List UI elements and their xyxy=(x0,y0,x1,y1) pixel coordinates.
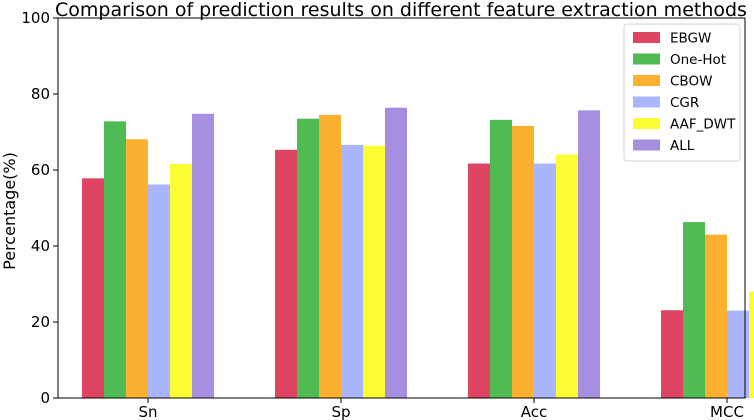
legend-swatch-one-hot xyxy=(633,53,660,65)
bar-all-sn xyxy=(192,113,214,398)
x-tick-label: MCC xyxy=(710,403,744,420)
y-tick-label: 100 xyxy=(21,9,50,27)
legend-label-one-hot: One-Hot xyxy=(670,52,726,68)
y-tick-label: 40 xyxy=(31,237,50,255)
x-axis-ticks: Sn Sp Acc MCC xyxy=(138,398,744,420)
x-tick-label: Sn xyxy=(138,403,157,420)
bar-cgr-acc xyxy=(534,163,556,398)
legend-label-aaf-dwt: AAF_DWT xyxy=(670,117,736,133)
bar-one-hot-mcc xyxy=(683,222,705,398)
legend: EBGW One-Hot CBOW CGR AAF_DWT ALL xyxy=(623,23,741,162)
bar-one-hot-sn xyxy=(104,121,126,399)
x-tick-label: Sp xyxy=(331,403,350,420)
legend-swatch-cbow xyxy=(633,75,660,86)
y-axis-label: Percentage(%) xyxy=(0,152,19,270)
y-tick-label: 60 xyxy=(31,161,50,179)
bar-ebgw-sp xyxy=(275,149,297,398)
x-tick-label: Acc xyxy=(521,403,548,420)
bar-cbow-sn xyxy=(126,139,148,398)
bar-aaf-dwt-sn xyxy=(170,163,192,398)
bar-cgr-sp xyxy=(341,144,363,398)
bar-cbow-sp xyxy=(319,114,341,399)
bar-aaf-dwt-sp xyxy=(363,145,385,398)
y-tick-label: 80 xyxy=(31,85,50,103)
bar-cgr-sn xyxy=(148,184,170,398)
bar-cbow-acc xyxy=(512,125,534,399)
bar-cgr-mcc xyxy=(727,310,749,398)
bar-all-sp xyxy=(385,107,407,399)
y-tick-label: 20 xyxy=(31,313,50,331)
bars-group xyxy=(82,107,754,399)
plot-border xyxy=(57,17,746,399)
y-axis-ticks: 0 20 40 60 80 100 xyxy=(21,9,58,407)
chart-title: Comparison of prediction results on diff… xyxy=(55,0,747,21)
legend-label-all: ALL xyxy=(670,138,695,154)
legend-swatch-ebgw xyxy=(633,32,660,43)
bar-cbow-mcc xyxy=(705,234,727,398)
bar-one-hot-acc xyxy=(490,119,512,398)
y-tick-label: 0 xyxy=(40,389,50,407)
plot-frame xyxy=(57,17,746,399)
legend-swatch-all xyxy=(633,139,660,151)
bar-ebgw-sn xyxy=(82,178,104,398)
bar-aaf-dwt-acc xyxy=(556,154,578,398)
bar-ebgw-acc xyxy=(468,163,490,398)
legend-swatch-cgr xyxy=(633,96,660,108)
bar-all-acc xyxy=(578,110,600,398)
legend-label-cgr: CGR xyxy=(670,95,699,111)
legend-label-cbow: CBOW xyxy=(670,74,712,90)
bar-aaf-dwt-mcc xyxy=(749,291,754,398)
bar-one-hot-sp xyxy=(297,118,319,398)
legend-swatch-aaf-dwt xyxy=(633,118,660,129)
legend-label-ebgw: EBGW xyxy=(670,31,711,47)
bar-ebgw-mcc xyxy=(661,310,683,398)
